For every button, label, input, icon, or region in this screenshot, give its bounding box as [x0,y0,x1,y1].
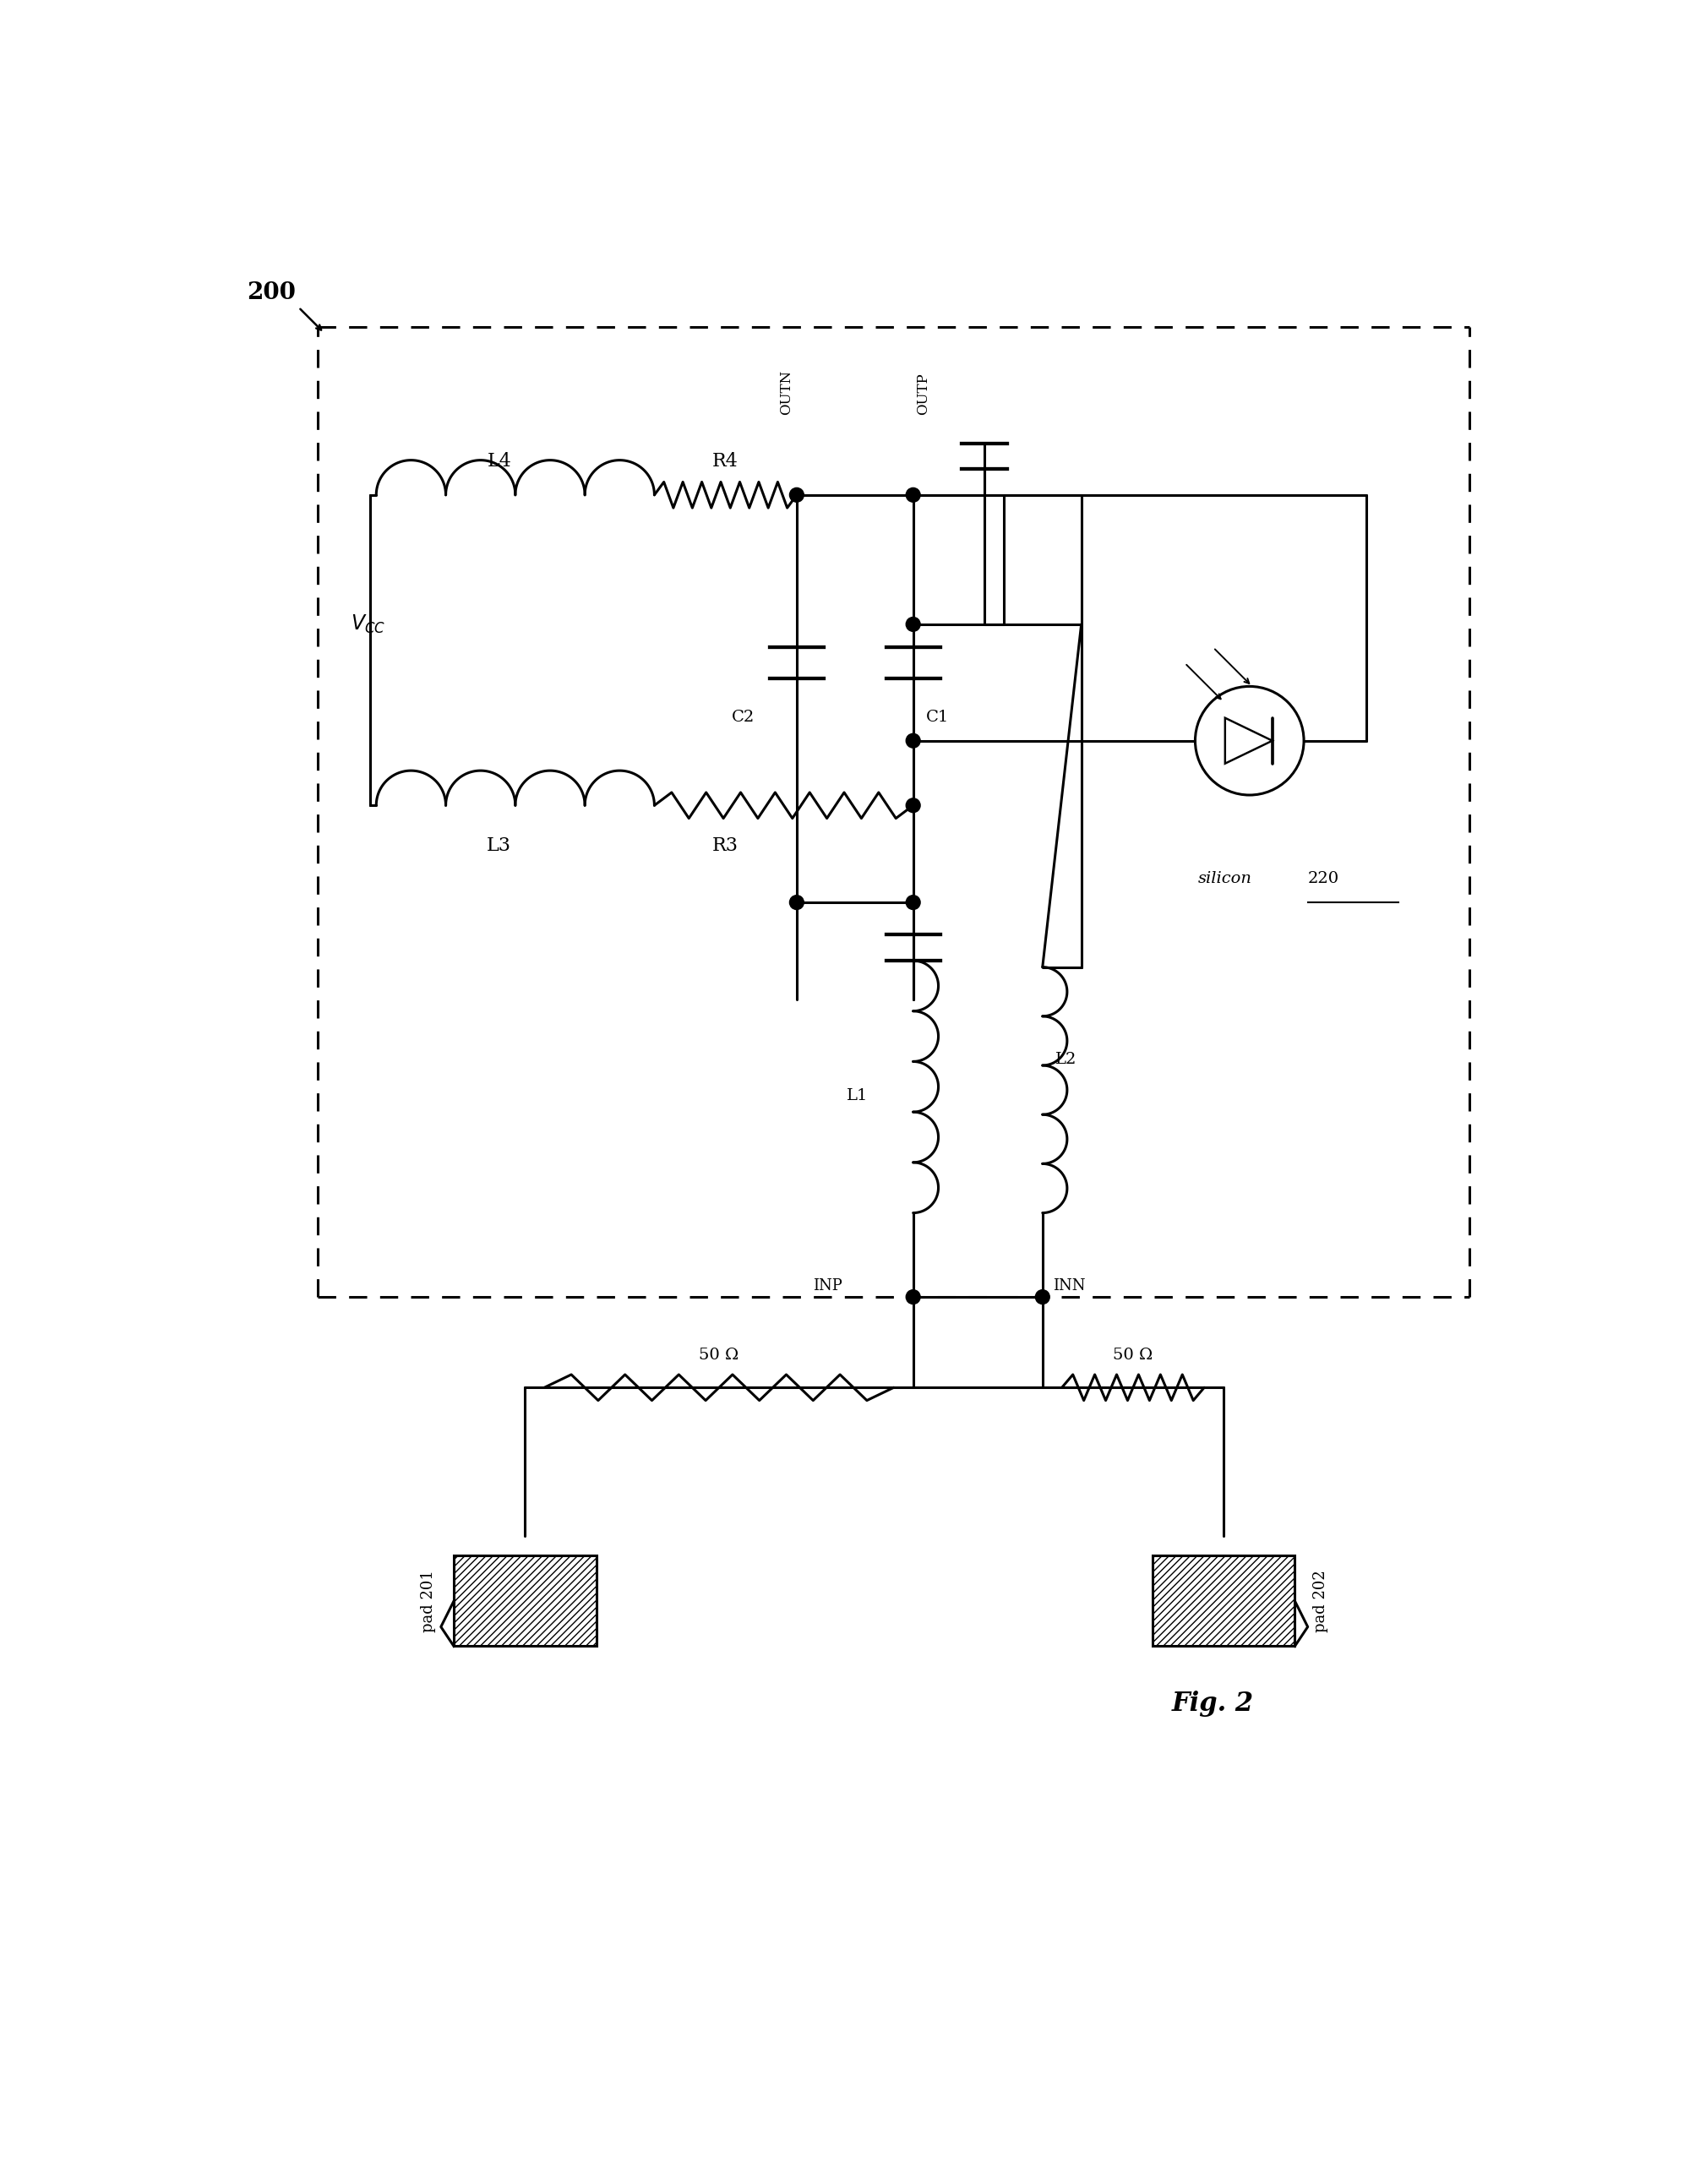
Text: L2: L2 [1056,1053,1076,1068]
Text: C2: C2 [732,710,756,725]
Circle shape [906,895,920,909]
Text: pad 201: pad 201 [420,1570,435,1631]
Text: 200: 200 [247,282,295,304]
Circle shape [906,618,920,631]
Text: 220: 220 [1309,871,1339,887]
Text: Fig. 2: Fig. 2 [1172,1690,1254,1717]
Text: L3: L3 [486,836,512,854]
Text: 50 Ω: 50 Ω [699,1348,739,1363]
Circle shape [906,734,920,747]
Circle shape [790,895,804,909]
Bar [454,1555,595,1647]
Text: pad 202: pad 202 [1314,1570,1329,1631]
Circle shape [906,487,920,502]
Text: $V_{CC}$: $V_{CC}$ [350,614,386,636]
Circle shape [1036,1291,1049,1304]
Text: C1: C1 [926,710,949,725]
Text: L1: L1 [846,1088,868,1103]
Circle shape [906,1291,920,1304]
Text: OUTN: OUTN [780,369,793,415]
Text: 50 Ω: 50 Ω [1112,1348,1153,1363]
Circle shape [906,799,920,812]
Text: L4: L4 [486,452,512,472]
Text: R4: R4 [713,452,739,472]
Text: R3: R3 [713,836,739,854]
Text: OUTP: OUTP [916,373,931,415]
Circle shape [790,487,804,502]
Text: INP: INP [812,1278,843,1293]
Bar [1153,1555,1295,1647]
Text: silicon: silicon [1198,871,1252,887]
Text: INN: INN [1053,1278,1085,1293]
